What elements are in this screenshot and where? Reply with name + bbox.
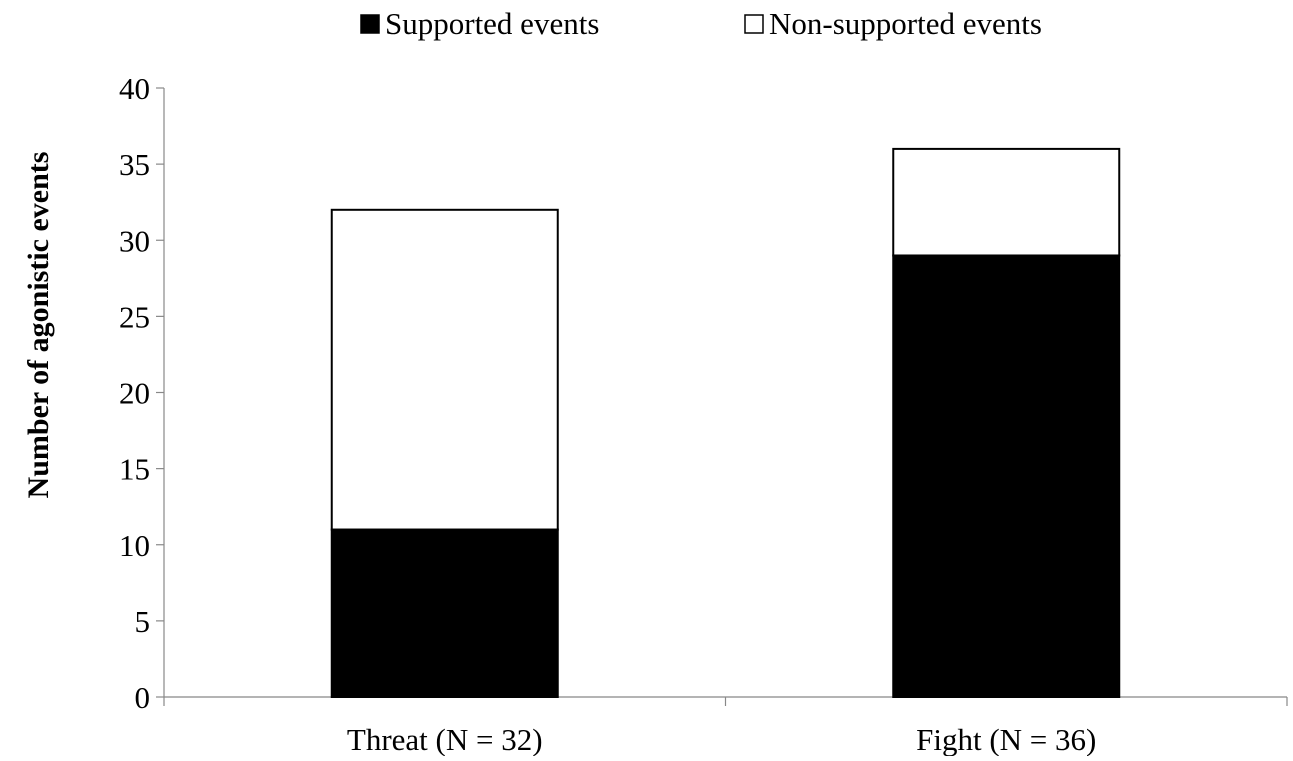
y-tick-label: 15 [119, 452, 150, 487]
legend-swatch [360, 14, 380, 34]
y-tick-label: 40 [119, 71, 150, 106]
legend-label: Supported events [385, 6, 599, 41]
y-tick-label: 20 [119, 376, 150, 411]
bar-segment-non-supported [330, 208, 559, 531]
y-tick-label: 10 [119, 528, 150, 563]
bar-segment-supported [330, 528, 559, 699]
legend-label: Non-supported events [769, 6, 1042, 41]
y-tick-label: 30 [119, 223, 150, 258]
legend: Supported events Non-supported events [360, 6, 1042, 41]
legend-swatch [744, 14, 764, 34]
x-category-label: Fight (N = 36) [916, 722, 1096, 756]
y-tick-label: 5 [135, 604, 151, 639]
bar-segment-supported [892, 254, 1121, 698]
x-axis: Threat (N = 32) Fight (N = 36) [163, 696, 1288, 757]
bars [330, 147, 1121, 699]
y-tick-label: 0 [135, 680, 151, 715]
y-axis: 0 5 10 15 20 25 30 35 40 [119, 71, 165, 715]
x-category-label: Threat (N = 32) [347, 722, 543, 756]
y-tick-label: 35 [119, 147, 150, 182]
y-axis-label: Number of agonistic events [22, 152, 55, 499]
bar-segment-non-supported [892, 147, 1121, 257]
y-tick-label: 25 [119, 299, 150, 334]
